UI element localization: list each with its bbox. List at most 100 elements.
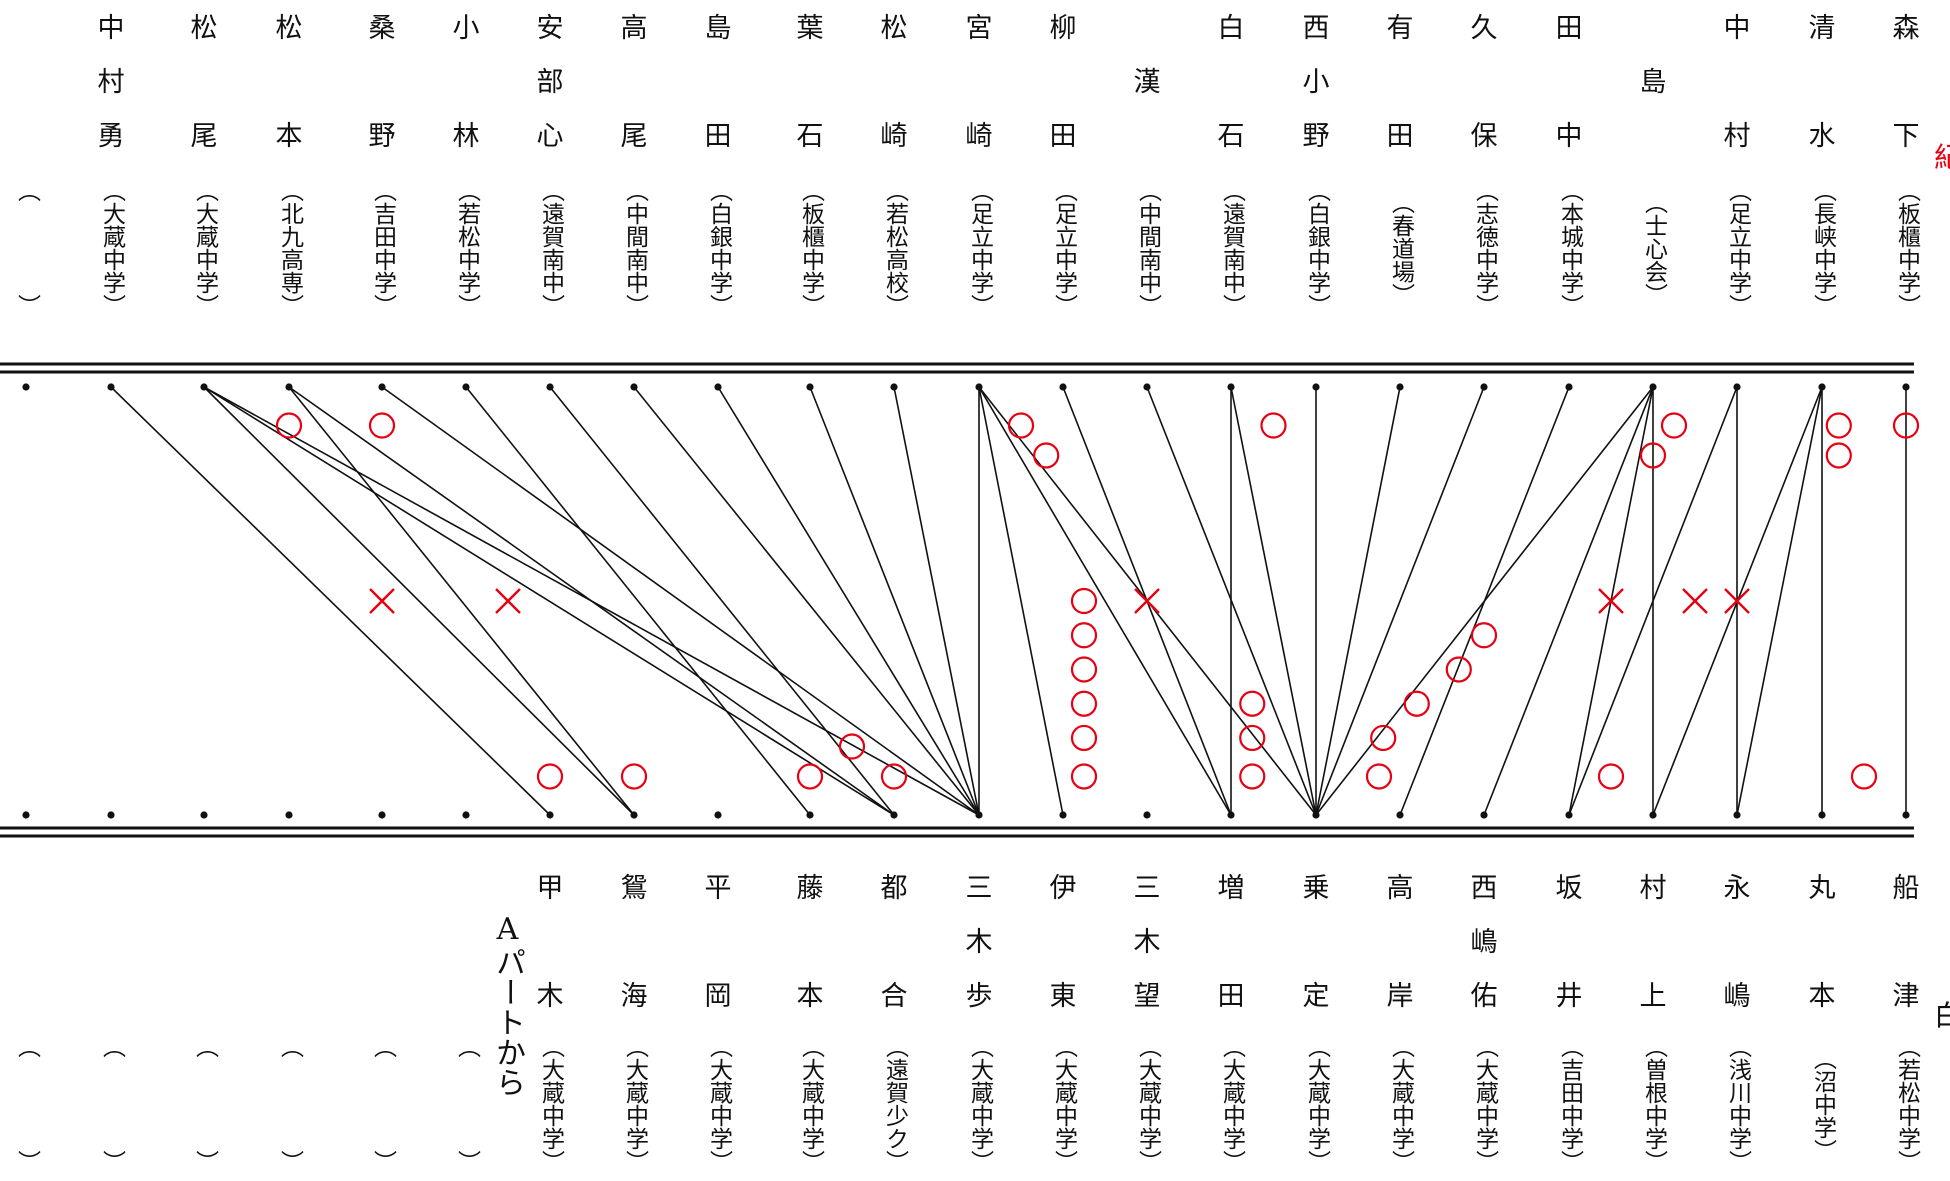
top-entry-name-char: 保 <box>1470 121 1498 152</box>
top-slot-dot <box>107 383 115 391</box>
top-dots <box>22 383 1910 391</box>
bottom-entry-name-char: 三 <box>965 873 993 904</box>
top-slot-dot <box>806 383 814 391</box>
top-entry-name-char: 本 <box>275 121 303 152</box>
match-line <box>203 386 895 816</box>
top-entry-name-char: 崎 <box>965 121 993 152</box>
top-slot-dot <box>462 383 470 391</box>
loss-cross-mark <box>1724 588 1750 614</box>
bottom-slot-dot <box>1396 811 1404 819</box>
top-entry-name-char: 石 <box>1217 121 1245 152</box>
bottom-entry-club-text: （大蔵中学） <box>1050 1035 1077 1173</box>
top-entry-club-text: （吉田中学） <box>369 179 396 317</box>
bottom-entry-name-char: 嶋 <box>1723 981 1751 1012</box>
win-circle-mark <box>1892 412 1920 439</box>
bottom-entry-club: （遠賀少ク） <box>864 1030 924 1178</box>
bottom-entry-club-text: （大蔵中学） <box>705 1035 732 1173</box>
top-entry-club: （吉田中学） <box>352 168 412 328</box>
top-entry-name-char: 部 <box>536 67 564 98</box>
top-slot-dot <box>975 383 983 391</box>
top-entry-name-char: 尾 <box>190 121 218 152</box>
bottom-entry-name-char: 定 <box>1302 981 1330 1012</box>
bottom-slot-dot <box>22 811 30 819</box>
top-entry-club: （遠賀南中） <box>1201 168 1261 328</box>
bottom-entry-name-char: 望 <box>1133 981 1161 1012</box>
bottom-entry-name-char: 木 <box>536 981 564 1012</box>
win-circle-mark <box>1850 763 1878 790</box>
top-entry-club: （若松高校） <box>864 168 924 328</box>
bottom-entry-name-char: 合 <box>880 981 908 1012</box>
top-entry-name-char: 野 <box>368 121 396 152</box>
bottom-slot-dot <box>1902 811 1910 819</box>
bottom-entry-club-text: （ ） <box>453 1035 480 1173</box>
loss-cross-mark <box>1682 588 1708 614</box>
top-slot-dot <box>1143 383 1151 391</box>
bottom-entry-club: （大蔵中学） <box>1286 1030 1346 1178</box>
bottom-entry-club-text: （大蔵中学） <box>1218 1035 1245 1173</box>
top-entry-name-char: 有 <box>1386 13 1414 44</box>
top-slot-dot <box>714 383 722 391</box>
bottom-entry-club-text: （大蔵中学） <box>1471 1035 1498 1173</box>
top-entry-name-char: 勇 <box>97 121 125 152</box>
top-entry-name-char: 中 <box>1555 121 1583 152</box>
top-entry-club-text: （白銀中学） <box>1303 179 1330 317</box>
top-entry-name-char: 漢 <box>1133 67 1161 98</box>
bottom-entry-name-char: 佑 <box>1470 981 1498 1012</box>
bottom-entry-name-char: 田 <box>1217 981 1245 1012</box>
bottom-entry-club-text: （ ） <box>191 1035 218 1173</box>
win-circle-mark <box>838 733 866 760</box>
bottom-side-label: Aパートから <box>490 912 525 1097</box>
bottom-entry-name-char: 木 <box>965 927 993 958</box>
match-line <box>1483 386 1654 816</box>
win-circle-mark <box>1070 690 1098 717</box>
win-circle-mark <box>1660 412 1688 439</box>
top-slot-dot <box>378 383 386 391</box>
cross-stroke <box>1598 588 1624 614</box>
match-line <box>1230 386 1317 816</box>
bottom-slot-dot <box>890 811 898 819</box>
bottom-entry-club: （沼中学） <box>1792 1030 1852 1178</box>
top-slot-dot <box>1227 383 1235 391</box>
win-circle-mark <box>1033 442 1060 469</box>
top-entry-club: （板櫃中学） <box>780 168 840 328</box>
bottom-entry-club: （ ） <box>0 1030 56 1178</box>
bottom-dots <box>22 811 1910 819</box>
top-entry-club-text: （志徳中学） <box>1471 179 1498 317</box>
top-entry-club-text: （本城中学） <box>1556 179 1583 317</box>
top-slot-dot <box>1649 383 1657 391</box>
top-entry-name-char: 中 <box>97 13 125 44</box>
top-entry-club-text: （足立中学） <box>1724 179 1751 317</box>
bottom-entry-name-char: 海 <box>620 981 648 1012</box>
bottom-entry-club-text: （若松中学） <box>1893 1035 1920 1173</box>
top-entry-club-text: （若松高校） <box>881 179 908 317</box>
bottom-entry-name-char: 歩 <box>965 981 993 1012</box>
result-marks <box>275 412 1920 790</box>
top-slot-dot <box>890 383 898 391</box>
win-circle-mark <box>796 763 824 790</box>
bottom-entry-name-char: 高 <box>1386 873 1414 904</box>
bottom-entry-club: （大蔵中学） <box>780 1030 840 1178</box>
win-circle-mark <box>1070 656 1098 683</box>
bottom-slot-dot <box>806 811 814 819</box>
bottom-entry-club-text: （大蔵中学） <box>1134 1035 1161 1173</box>
top-entry-club-text: （板櫃中学） <box>797 179 824 317</box>
top-slot-dot <box>1818 383 1826 391</box>
bottom-entry-name-char: 井 <box>1555 981 1583 1012</box>
bottom-entry-club-text: （沼中学） <box>1809 1046 1836 1162</box>
match-line <box>1315 386 1654 816</box>
top-slot-dot <box>200 383 208 391</box>
top-entry-club-text: （若松中学） <box>453 179 480 317</box>
win-circle-mark <box>1007 412 1035 439</box>
bottom-slot-dot <box>546 811 554 819</box>
cross-stroke <box>495 588 521 614</box>
bottom-slot-dot <box>1312 811 1320 819</box>
match-line <box>1315 386 1401 816</box>
bottom-entry-name-char: 三 <box>1133 873 1161 904</box>
bottom-slot-dot <box>1143 811 1151 819</box>
top-entry-club: （白銀中学） <box>688 168 748 328</box>
bottom-slot-dot <box>200 811 208 819</box>
bottom-entry-name-char: 本 <box>1808 981 1836 1012</box>
top-entry-club-text: （春道場） <box>1387 190 1414 306</box>
top-entry-name-char: 柳 <box>1049 13 1077 44</box>
